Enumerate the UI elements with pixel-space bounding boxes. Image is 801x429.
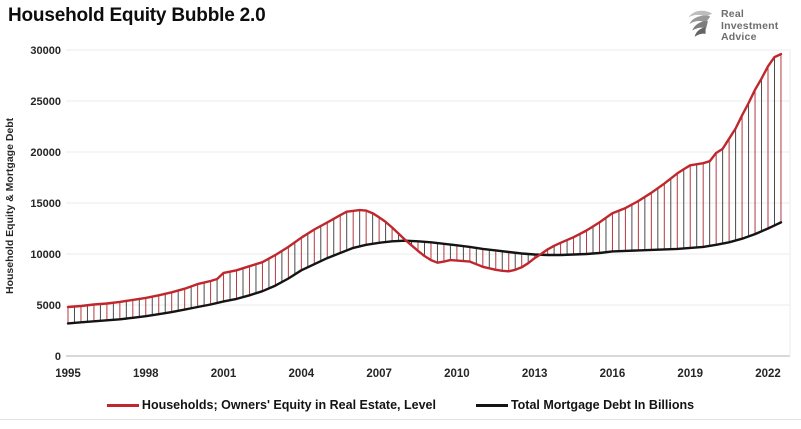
x-tick-label: 2019 <box>677 368 703 380</box>
mortgage-line-swatch <box>475 403 508 407</box>
bottom-divider <box>0 419 801 420</box>
legend-item-equity: Households; Owners' Equity in Real Estat… <box>106 398 436 412</box>
brand-line-3: Advice <box>721 31 757 44</box>
y-tick-label: 15000 <box>30 198 61 210</box>
chart-legend: Households; Owners' Equity in Real Estat… <box>0 394 801 416</box>
y-tick-label: 30000 <box>30 45 61 57</box>
brand-line-2: Investment <box>721 19 779 32</box>
x-tick-label: 2010 <box>444 368 470 380</box>
y-tick-label: 5000 <box>37 300 61 312</box>
brand-line-1: Real <box>721 8 744 21</box>
y-tick-label: 20000 <box>30 147 61 159</box>
x-tick-label: 2001 <box>211 368 237 380</box>
mortgage-line <box>66 221 783 325</box>
y-tick-label: 10000 <box>30 249 61 261</box>
legend-label-mortgage: Total Mortgage Debt In Billions <box>510 398 695 412</box>
legend-label-equity: Households; Owners' Equity in Real Estat… <box>141 398 436 412</box>
x-tick-label: 2013 <box>522 368 548 380</box>
x-tick-label: 2016 <box>600 368 626 380</box>
legend-item-mortgage: Total Mortgage Debt In Billions <box>475 398 695 412</box>
y-tick-label: 0 <box>55 351 61 363</box>
x-tick-label: 2022 <box>755 368 781 380</box>
x-tick-label: 2004 <box>289 368 315 380</box>
brand-logo: Real Investment Advice <box>681 7 778 46</box>
chart-title: Household Equity Bubble 2.0 <box>8 5 266 26</box>
equity-line-swatch <box>106 403 139 407</box>
y-tick-label: 25000 <box>30 96 61 108</box>
eagle-icon <box>681 7 715 46</box>
x-tick-label: 2007 <box>366 368 392 380</box>
brand-name: Real Investment Advice <box>721 9 778 44</box>
equity-line <box>66 52 783 309</box>
x-tick-label: 1995 <box>55 368 81 380</box>
x-tick-label: 1998 <box>133 368 159 380</box>
